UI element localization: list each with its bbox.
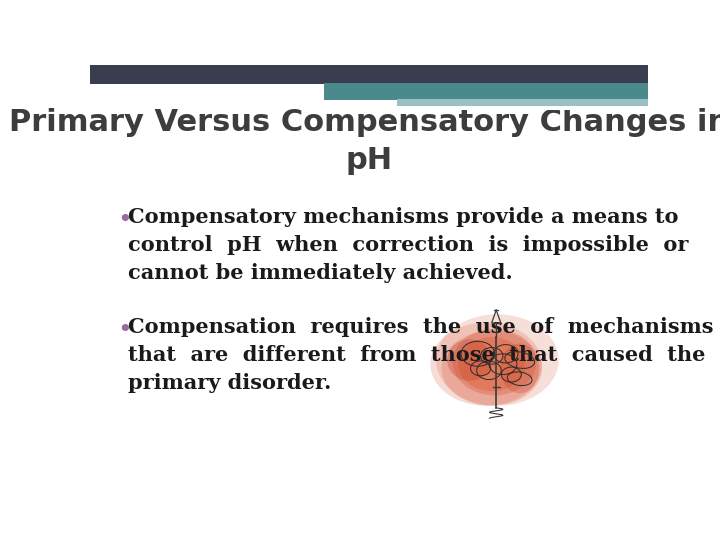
Ellipse shape [500, 343, 539, 393]
Ellipse shape [436, 314, 559, 406]
Text: •: • [117, 319, 132, 342]
Text: •: • [117, 208, 132, 232]
Ellipse shape [431, 322, 542, 406]
Bar [324, 83, 648, 100]
Bar [397, 105, 648, 110]
Ellipse shape [453, 329, 536, 395]
Ellipse shape [441, 331, 542, 406]
Bar [397, 99, 648, 106]
Ellipse shape [447, 339, 492, 381]
Text: Compensatory mechanisms provide a means to
control  pH  when  correction  is  im: Compensatory mechanisms provide a means … [128, 207, 688, 283]
Bar [90, 65, 648, 84]
Ellipse shape [458, 337, 526, 391]
Text: Primary Versus Compensatory Changes in
pH: Primary Versus Compensatory Changes in p… [9, 109, 720, 174]
Text: Compensation  requires  the  use  of  mechanisms
that  are  different  from  tho: Compensation requires the use of mechani… [128, 317, 714, 393]
